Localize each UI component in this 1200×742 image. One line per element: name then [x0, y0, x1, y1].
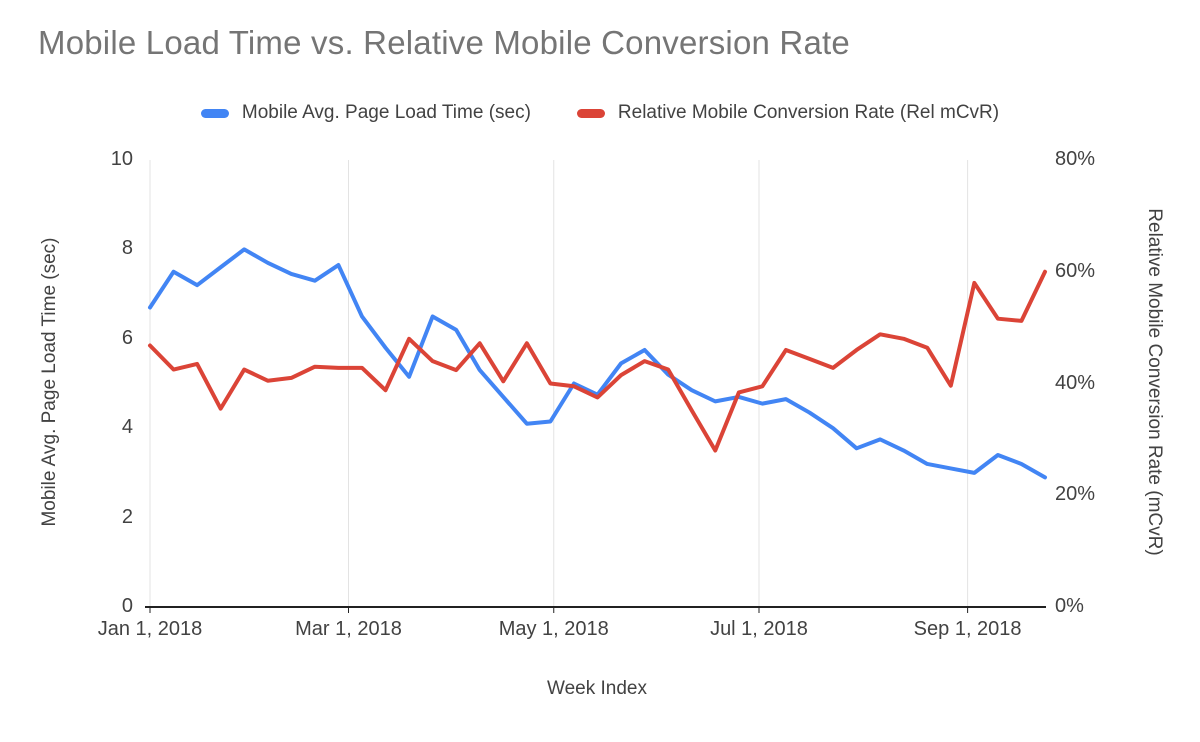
- x-tick-label: May 1, 2018: [498, 618, 609, 640]
- x-tick-label: Mar 1, 2018: [295, 618, 402, 640]
- legend-label-conversion-rate: Relative Mobile Conversion Rate (Rel mCv…: [617, 102, 1000, 123]
- legend-label-load-time: Mobile Avg. Page Load Time (sec): [241, 102, 531, 123]
- y-left-tick-label: 4: [121, 416, 133, 439]
- legend: Mobile Avg. Page Load Time (sec) Relativ…: [0, 102, 1200, 124]
- y-left-tick-label: 8: [121, 237, 133, 260]
- y-left-tick-label: 6: [121, 326, 133, 349]
- y-right-tick-label: 20%: [1055, 483, 1096, 506]
- y-right-tick-label: 40%: [1055, 371, 1096, 394]
- legend-item-conversion-rate: Relative Mobile Conversion Rate (Rel mCv…: [576, 102, 1000, 124]
- x-tick-label: Jul 1, 2018: [710, 618, 808, 640]
- x-tick-label: Sep 1, 2018: [913, 618, 1022, 640]
- y-right-tick-label: 0%: [1055, 595, 1084, 617]
- legend-swatch-load-time: [200, 108, 229, 118]
- series-line-conversion-rate: [148, 269, 1047, 453]
- x-tick-label: Jan 1, 2018: [97, 618, 203, 640]
- series-line-load-time: [148, 247, 1047, 480]
- y-right-tick-label: 60%: [1055, 259, 1096, 282]
- chart-title: Mobile Load Time vs. Relative Mobile Con…: [38, 24, 850, 61]
- y-left-tick-label: 10: [110, 148, 133, 170]
- y-left-tick-label: 0: [121, 595, 133, 617]
- legend-item-load-time: Mobile Avg. Page Load Time (sec): [200, 102, 531, 124]
- y-right-tick-label: 80%: [1055, 148, 1096, 170]
- y-left-tick-label: 2: [121, 505, 133, 528]
- legend-swatch-conversion-rate: [576, 108, 605, 118]
- x-axis-title: Week Index: [547, 678, 647, 699]
